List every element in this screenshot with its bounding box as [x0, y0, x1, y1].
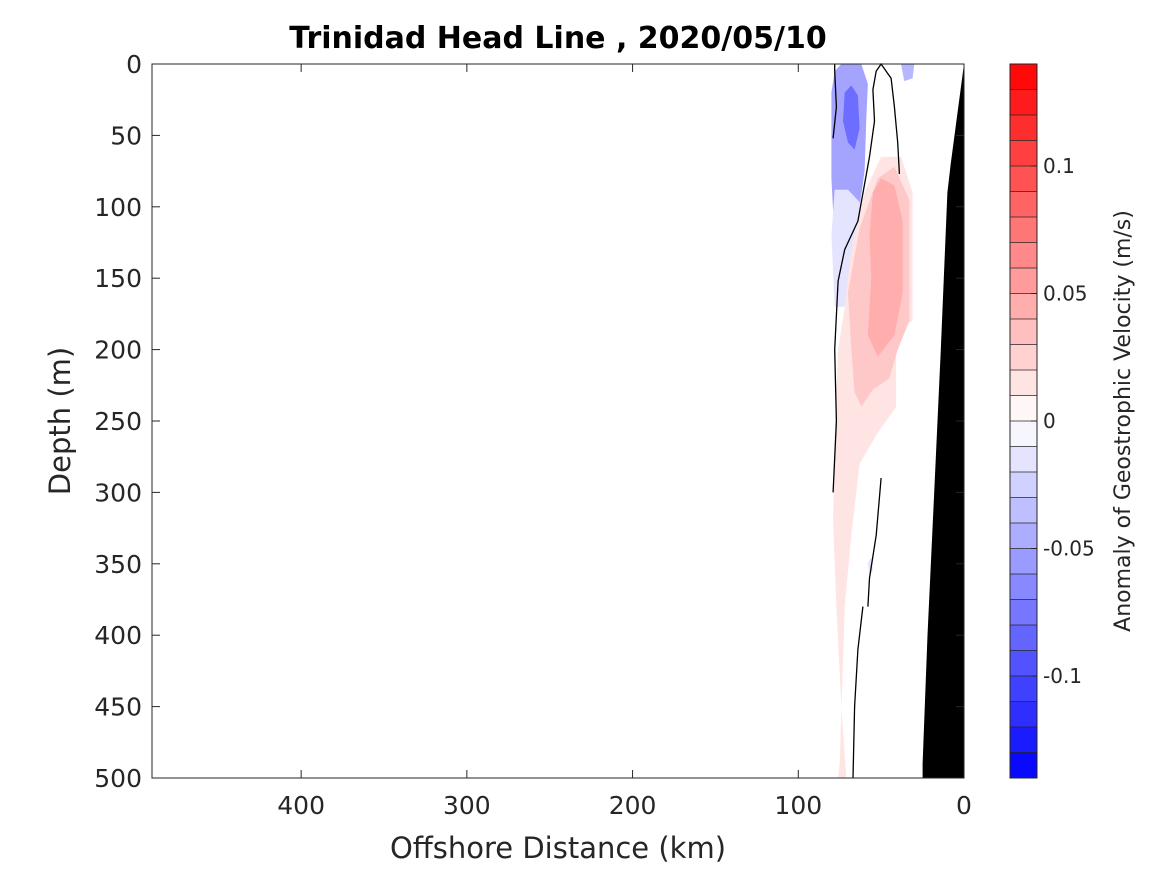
- x-tick-label-400: 400: [277, 791, 325, 820]
- colorbar-tick-label-4: -0.1: [1043, 664, 1082, 688]
- colorbar-ticks: 0.1 0.05 0 -0.05 -0.1: [1031, 154, 1095, 688]
- y-tick-label-300: 300: [94, 478, 142, 507]
- colorbar-band-11: [1010, 344, 1037, 371]
- colorbar-band-21: [1010, 599, 1037, 626]
- zero-contour-1: [832, 62, 901, 493]
- x-tick-label-200: 200: [609, 791, 657, 820]
- x-axis-ticks: 400 300 200 100 0: [277, 64, 972, 820]
- colorbar-band-26: [1010, 727, 1037, 753]
- y-tick-label-200: 200: [94, 336, 142, 365]
- colorbar-band-14: [1010, 421, 1037, 447]
- y-axis-label: Depth (m): [43, 347, 77, 495]
- colorbar-band-17: [1010, 497, 1037, 524]
- zero-contour-3: [852, 606, 864, 779]
- colorbar: 0.1 0.05 0 -0.05 -0.1: [1009, 63, 1095, 779]
- colorbar-label: Anomaly of Geostrophic Velocity (m/s): [1111, 210, 1136, 632]
- velocity-region-1: [843, 85, 860, 150]
- colorbar-band-23: [1010, 650, 1037, 677]
- zero-contour-lines: [832, 62, 901, 779]
- colorbar-band-27: [1010, 752, 1037, 779]
- y-tick-label-400: 400: [94, 621, 142, 650]
- colorbar-band-19: [1010, 548, 1037, 575]
- y-tick-label-500: 500: [94, 764, 142, 793]
- sea-floor: [922, 64, 964, 778]
- y-tick-label-0: 0: [126, 50, 142, 79]
- x-tick-label-300: 300: [443, 791, 491, 820]
- colorbar-tick-label-0: 0.1: [1043, 154, 1075, 178]
- y-tick-label-450: 450: [94, 693, 142, 722]
- colorbar-band-7: [1010, 242, 1037, 269]
- colorbar-band-22: [1010, 625, 1037, 651]
- y-tick-label-250: 250: [94, 407, 142, 436]
- plot-background: [152, 64, 964, 778]
- colorbar-band-18: [1010, 523, 1037, 549]
- y-tick-label-350: 350: [94, 550, 142, 579]
- x-axis-label: Offshore Distance (km): [390, 831, 726, 865]
- bathymetry: [922, 64, 964, 778]
- plot-area: 400 300 200 100 0 0 50 100 150 200 250 300 350 400 45…: [94, 50, 972, 820]
- colorbar-band-0: [1010, 64, 1037, 90]
- colorbar-band-1: [1010, 89, 1037, 116]
- y-axis-ticks: 0 50 100 150 200 250 300 350 400 450 500: [94, 50, 964, 793]
- colorbar-band-20: [1010, 574, 1037, 600]
- colorbar-band-25: [1010, 701, 1037, 728]
- zero-contour-0: [832, 64, 838, 139]
- colorbar-band-15: [1010, 446, 1037, 473]
- colorbar-tick-label-2: 0: [1043, 409, 1056, 433]
- zero-contour-2: [867, 478, 882, 607]
- colorbar-band-24: [1010, 676, 1037, 702]
- colorbar-band-6: [1010, 217, 1037, 243]
- colorbar-tick-label-3: -0.05: [1043, 537, 1095, 561]
- velocity-fill-regions: [831, 64, 915, 779]
- colorbar-band-12: [1010, 370, 1037, 396]
- colorbar-band-10: [1010, 319, 1037, 345]
- colorbar-band-16: [1010, 472, 1037, 498]
- colorbar-band-5: [1010, 191, 1037, 218]
- x-tick-label-0: 0: [956, 791, 972, 820]
- colorbar-band-4: [1010, 166, 1037, 192]
- y-tick-label-150: 150: [94, 264, 142, 293]
- velocity-region-6: [867, 178, 903, 357]
- colorbar-tick-label-1: 0.05: [1043, 282, 1088, 306]
- velocity-region-2: [901, 64, 915, 82]
- colorbar-band-2: [1010, 115, 1037, 141]
- colorbar-band-3: [1010, 140, 1037, 167]
- colorbar-band-9: [1010, 293, 1037, 320]
- y-tick-label-50: 50: [110, 121, 142, 150]
- x-tick-label-100: 100: [774, 791, 822, 820]
- y-tick-label-100: 100: [94, 193, 142, 222]
- colorbar-band-13: [1010, 395, 1037, 422]
- colorbar-band-8: [1010, 268, 1037, 294]
- chart-title: Trinidad Head Line , 2020/05/10: [289, 21, 826, 56]
